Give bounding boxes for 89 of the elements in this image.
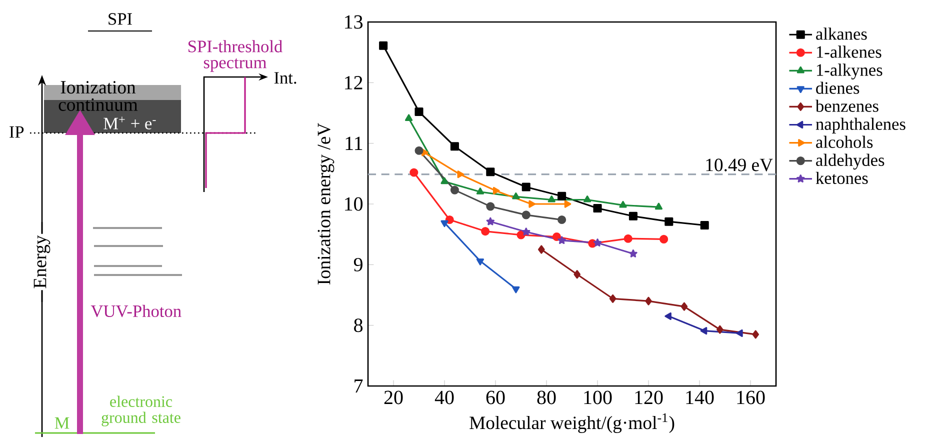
point: [538, 245, 545, 254]
x-tick-label: 120: [635, 390, 663, 404]
y-tick-label: 8: [354, 318, 363, 332]
point: [410, 168, 418, 177]
x-tick-label: 100: [584, 390, 612, 404]
point: [619, 200, 627, 208]
point: [680, 302, 688, 311]
y-tick-label: 12: [345, 76, 362, 90]
point: [492, 186, 500, 194]
point: [512, 286, 520, 294]
point: [700, 220, 709, 230]
text: VUV-Photon: [90, 304, 182, 318]
legend-label: dienes: [816, 82, 860, 94]
point: [476, 258, 484, 266]
text: electronic ground state: [102, 396, 180, 426]
text: M$^{+}$ + e$^{-}$: [104, 116, 156, 130]
text: Energy: [34, 235, 50, 288]
point: [593, 238, 602, 246]
y-tick-label: 10: [345, 197, 363, 211]
point: [609, 294, 616, 303]
point: [736, 329, 743, 338]
legend-label: naphthalenes: [816, 118, 906, 134]
text: SPI: [108, 13, 132, 25]
point: [414, 108, 424, 116]
point: [558, 236, 566, 244]
point: [457, 170, 464, 178]
point: [481, 227, 490, 236]
point: [629, 249, 638, 258]
point: [752, 330, 760, 339]
point: [522, 228, 530, 236]
legend-label: benzenes: [815, 100, 878, 112]
point: [552, 232, 561, 242]
point: [660, 234, 668, 244]
point: [414, 146, 424, 155]
point: [584, 195, 592, 202]
text: Ionization continuum: [58, 81, 138, 111]
x-tick-label: 160: [737, 390, 765, 404]
point: [628, 212, 638, 220]
x-tick-label: 40: [434, 390, 454, 404]
point: [486, 168, 495, 176]
legend-label: ketones: [816, 172, 868, 184]
point: [450, 186, 459, 194]
point: [486, 217, 495, 226]
text: Int.: [274, 72, 296, 84]
point: [664, 217, 674, 226]
text: M: [54, 417, 70, 429]
x-tick-label: 140: [686, 390, 714, 404]
point: [486, 202, 495, 211]
y-tick-label: 11: [346, 136, 362, 150]
legend-label: 1-alkenes: [816, 46, 882, 58]
y-tick-label: 7: [354, 379, 363, 393]
point: [564, 200, 572, 208]
point: [522, 210, 530, 220]
x-tick-label: 80: [537, 390, 556, 404]
ref-line-label: 10.49 eV: [706, 158, 773, 172]
legend-label: 1-alkynes: [816, 64, 882, 80]
point: [593, 204, 602, 213]
point: [558, 216, 566, 224]
point: [516, 230, 526, 240]
point: [405, 114, 413, 121]
text: IP: [10, 126, 24, 138]
legend-label: alkanes: [816, 28, 867, 40]
x-tick-label: 20: [384, 390, 403, 404]
point: [645, 296, 652, 306]
point: [476, 188, 484, 194]
point: [522, 182, 530, 192]
point: [654, 202, 663, 210]
point: [574, 270, 581, 279]
point: [440, 177, 448, 184]
x-tick-label: 60: [486, 390, 505, 404]
text: SPI-threshold spectrum: [188, 40, 282, 72]
x-axis-title: Molecular weight/(g·mol$^{-1}$): [470, 413, 674, 433]
y-axis-title: Ionization energy /eV: [318, 122, 334, 285]
y-tick-label: 13: [345, 15, 363, 29]
y-tick-label: 9: [354, 258, 362, 272]
point: [700, 326, 708, 335]
point: [664, 312, 672, 320]
point: [512, 192, 520, 200]
point: [445, 216, 454, 224]
point: [379, 41, 388, 50]
legend-label: aldehydes: [816, 154, 884, 170]
point: [440, 220, 448, 228]
point: [450, 142, 459, 151]
point: [716, 325, 724, 334]
point: [548, 195, 556, 202]
legend-label: alcohols: [816, 136, 873, 148]
point: [528, 200, 536, 208]
point: [558, 192, 566, 200]
point: [624, 234, 632, 243]
